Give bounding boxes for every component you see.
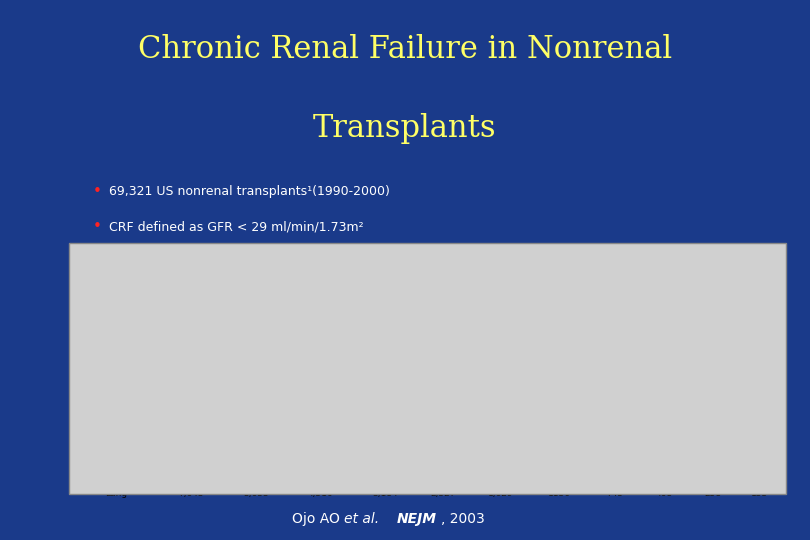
Text: 1991: 1991 [746,411,769,421]
Text: NEJM: NEJM [397,512,437,526]
Text: No. at Risk: No. at Risk [105,367,165,377]
X-axis label: Months since Transplantation: Months since Transplantation [336,379,510,389]
Text: 194: 194 [438,386,456,395]
Text: 13: 13 [612,437,624,447]
Text: •: • [93,184,102,199]
Text: 84: 84 [386,437,398,447]
Text: Chronic Renal Failure in Nonrenal: Chronic Renal Failure in Nonrenal [138,35,672,65]
Text: 28,495: 28,495 [237,463,269,472]
Text: 19,508: 19,508 [366,463,398,472]
Text: 133: 133 [554,386,571,395]
Text: Intestine: Intestine [105,437,145,447]
Text: •: • [93,219,102,234]
Text: , 2003: , 2003 [441,512,485,526]
Text: Heart-lung: Heart-lung [105,386,154,395]
Text: 15,724: 15,724 [424,463,456,472]
Text: 258: 258 [704,489,721,498]
Text: 7,643: 7,643 [178,489,204,498]
Text: 46: 46 [710,386,721,395]
Text: Lung: Lung [105,489,127,498]
Text: Heart–lung: Heart–lung [689,321,743,331]
Text: 57: 57 [444,437,456,447]
Text: Liver: Liver [105,463,128,472]
Text: 1136: 1136 [548,489,571,498]
Text: 17,238: 17,238 [302,411,333,421]
Text: 576: 576 [187,386,204,395]
Text: 3614: 3614 [698,463,721,472]
Text: 7345: 7345 [601,463,624,472]
Text: 12,341: 12,341 [424,411,456,421]
Text: 152: 152 [251,437,269,447]
Text: Heart: Heart [689,296,716,306]
Text: 24,041: 24,041 [302,463,333,472]
Text: 30: 30 [757,386,769,395]
Text: 5: 5 [763,437,769,447]
Text: 19,885: 19,885 [237,411,269,421]
Text: 23: 23 [560,437,571,447]
Text: Intestine: Intestine [381,274,424,284]
Text: 745: 745 [607,489,624,498]
Text: CRF defined as GFR < 29 ml/min/1.73m²: CRF defined as GFR < 29 ml/min/1.73m² [109,220,364,233]
Text: 9844: 9844 [548,463,571,472]
Text: 72: 72 [662,386,673,395]
Y-axis label: Cumulative Incidence
of Chronic Renal Failure: Cumulative Incidence of Chronic Renal Fa… [73,246,95,361]
Text: 4526: 4526 [650,411,673,421]
Text: 133: 133 [752,489,769,498]
Text: 2,327: 2,327 [430,489,456,498]
Text: 3,184: 3,184 [373,489,398,498]
Text: 24,024: 24,024 [173,411,204,421]
Text: 219: 219 [381,386,398,395]
Text: 468: 468 [655,489,673,498]
Text: 2261: 2261 [746,463,769,472]
Text: Heart: Heart [105,411,130,421]
Text: 3096: 3096 [698,411,721,421]
Text: Liver: Liver [689,273,713,284]
Text: 8: 8 [667,437,673,447]
Text: et al.: et al. [344,512,384,526]
Text: 5,633: 5,633 [243,489,269,498]
Text: Lung: Lung [689,286,713,296]
Text: 5: 5 [715,437,721,447]
Text: 1,629: 1,629 [488,489,514,498]
Text: 14,687: 14,687 [366,411,398,421]
Text: 107: 107 [607,386,624,395]
Text: 375: 375 [251,386,269,395]
Text: 4,316: 4,316 [308,489,333,498]
Text: 6104: 6104 [601,411,624,421]
Text: 5292: 5292 [650,463,673,472]
Text: 33: 33 [502,437,514,447]
Text: 12,564: 12,564 [482,463,514,472]
Text: 7997: 7997 [548,411,571,421]
Text: 36,849: 36,849 [173,463,204,472]
Text: 228: 228 [187,437,204,447]
Text: 110: 110 [316,437,333,447]
Text: Transplants: Transplants [313,113,497,144]
Text: 156: 156 [497,386,514,395]
Text: Ojo AO: Ojo AO [292,512,344,526]
Text: 10,022: 10,022 [482,411,514,421]
Text: 295: 295 [316,386,333,395]
Text: 69,321 US nonrenal transplants¹(1990-2000): 69,321 US nonrenal transplants¹(1990-200… [109,185,390,198]
